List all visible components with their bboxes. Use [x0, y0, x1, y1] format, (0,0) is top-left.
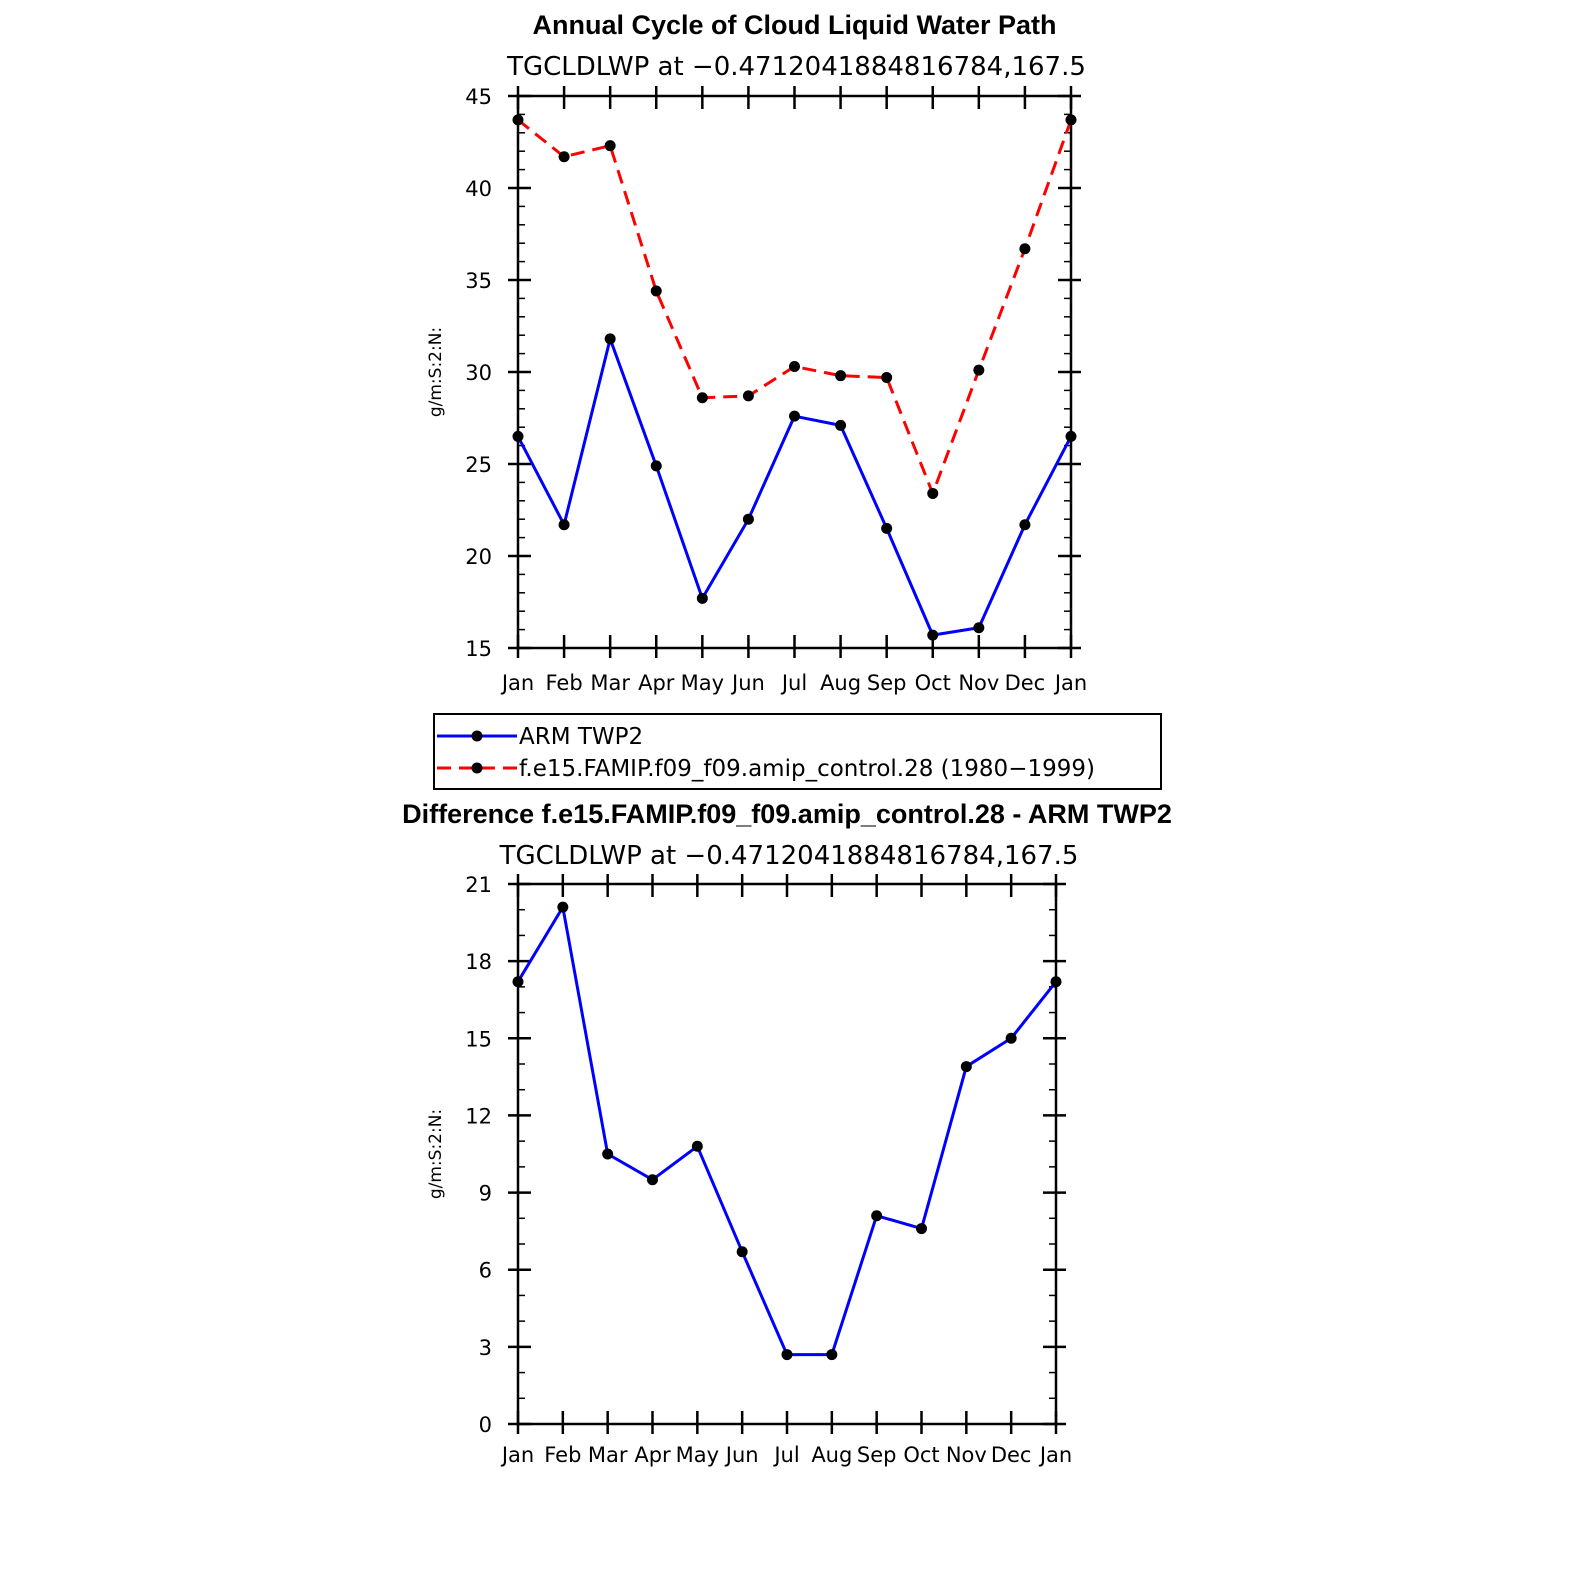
x-tick-label: Apr [634, 1443, 671, 1467]
data-point [789, 360, 800, 372]
data-point [602, 1148, 614, 1160]
x-tick-label: Mar [588, 1443, 628, 1467]
y-axis-label: g/m:S:2:N: [426, 1109, 446, 1199]
data-point [691, 1140, 703, 1152]
data-point [512, 430, 524, 442]
x-tick-label: Jul [772, 1443, 799, 1467]
chart-title: Annual Cycle of Cloud Liquid Water Path [532, 10, 1056, 40]
data-point [647, 1174, 658, 1186]
data-point [736, 1246, 748, 1258]
y-tick-label: 21 [465, 873, 492, 897]
data-point [927, 487, 939, 499]
y-tick-label: 18 [465, 950, 492, 974]
series-line-1 [517, 118, 1073, 495]
x-tick-label: Mar [590, 671, 630, 695]
legend-entry-label: ARM TWP2 [519, 724, 643, 750]
data-point [742, 513, 754, 525]
y-tick-label: 3 [479, 1336, 492, 1360]
data-point [835, 370, 847, 382]
legend-box [433, 713, 1162, 790]
annual-cycle-chart: Annual Cycle of Cloud Liquid Water Path T… [426, 10, 1087, 695]
data-point [881, 372, 893, 384]
data-point [960, 1061, 972, 1073]
data-point [696, 592, 708, 604]
y-tick-label: 35 [465, 269, 492, 293]
x-tick-label: Jun [730, 671, 765, 695]
plot-frame [516, 882, 1058, 1426]
x-tick-label: Feb [544, 1443, 581, 1467]
y-tick-label: 40 [465, 177, 492, 201]
y-tick-label: 12 [465, 1104, 492, 1128]
x-tick-label: Sep [867, 671, 907, 695]
data-point [1019, 519, 1031, 531]
y-tick-label: 25 [465, 453, 492, 477]
x-tick-label: Jan [500, 671, 534, 695]
data-point [604, 140, 616, 152]
y-tick-label: 9 [479, 1182, 492, 1206]
x-tick-label: Dec [991, 1443, 1032, 1467]
x-tick-label: Oct [915, 671, 951, 695]
legend-entry-label: f.e15.FAMIP.f09_f09.amip_control.28 (198… [519, 756, 1095, 782]
x-tick-label: Aug [811, 1443, 852, 1467]
y-tick-label: 15 [465, 1027, 492, 1051]
x-tick-label: Feb [545, 671, 582, 695]
y-tick-label: 15 [465, 637, 492, 661]
difference-chart: Difference f.e15.FAMIP.f09_f09.amip_cont… [402, 799, 1172, 1467]
data-point [650, 285, 662, 297]
x-tick-label: Jul [780, 671, 807, 695]
x-tick-label: May [681, 671, 724, 695]
data-point [916, 1223, 927, 1235]
data-point [881, 522, 893, 534]
data-point [1019, 243, 1031, 255]
data-point [826, 1349, 838, 1361]
data-point [1065, 430, 1077, 442]
y-axis-label: g/m:S:2:N: [426, 327, 446, 417]
x-tick-label: Nov [958, 671, 999, 695]
data-point [973, 622, 985, 634]
legend: ARM TWP2 f.e15.FAMIP.f09_f09.amip_control… [433, 713, 1162, 790]
y-tick-label: 20 [465, 545, 492, 569]
x-tick-label: Aug [820, 671, 861, 695]
series-line-0 [516, 337, 1073, 637]
data-point [558, 151, 570, 163]
x-tick-label: Jun [724, 1443, 759, 1467]
data-point [604, 333, 616, 345]
x-tick-label: Jan [500, 1443, 534, 1467]
x-tick-label: Dec [1005, 671, 1046, 695]
data-point [512, 114, 524, 126]
chart-subtitle: TGCLDLWP at −0.4712041884816784,167.5 [499, 841, 1079, 871]
data-point [557, 901, 569, 913]
data-point [742, 390, 754, 402]
x-tick-label: Sep [857, 1443, 897, 1467]
y-tick-label: 30 [465, 361, 492, 385]
x-tick-label: Jan [1038, 1443, 1072, 1467]
chart-title: Difference f.e15.FAMIP.f09_f09.amip_cont… [402, 799, 1172, 829]
series-line-0 [516, 905, 1058, 1357]
y-tick-label: 0 [479, 1413, 492, 1437]
y-tick-label: 45 [465, 85, 492, 109]
data-point [650, 460, 662, 472]
data-point [1005, 1032, 1017, 1044]
data-point [512, 976, 524, 988]
data-point [973, 364, 985, 376]
x-tick-label: Oct [903, 1443, 939, 1467]
chart-subtitle: TGCLDLWP at −0.4712041884816784,167.5 [506, 52, 1086, 82]
x-tick-label: Jan [1053, 671, 1087, 695]
data-point [696, 392, 708, 404]
data-point [1065, 114, 1077, 126]
data-point [1050, 976, 1062, 988]
y-tick-label: 6 [479, 1259, 492, 1283]
x-tick-label: Nov [946, 1443, 987, 1467]
x-tick-label: May [676, 1443, 719, 1467]
data-point [558, 519, 570, 531]
legend-marker [471, 762, 483, 774]
data-point [927, 629, 939, 641]
x-tick-label: Apr [638, 671, 675, 695]
data-point [835, 419, 847, 431]
data-point [789, 410, 800, 422]
legend-marker [471, 730, 483, 742]
data-point [871, 1210, 883, 1222]
data-point [781, 1349, 793, 1361]
